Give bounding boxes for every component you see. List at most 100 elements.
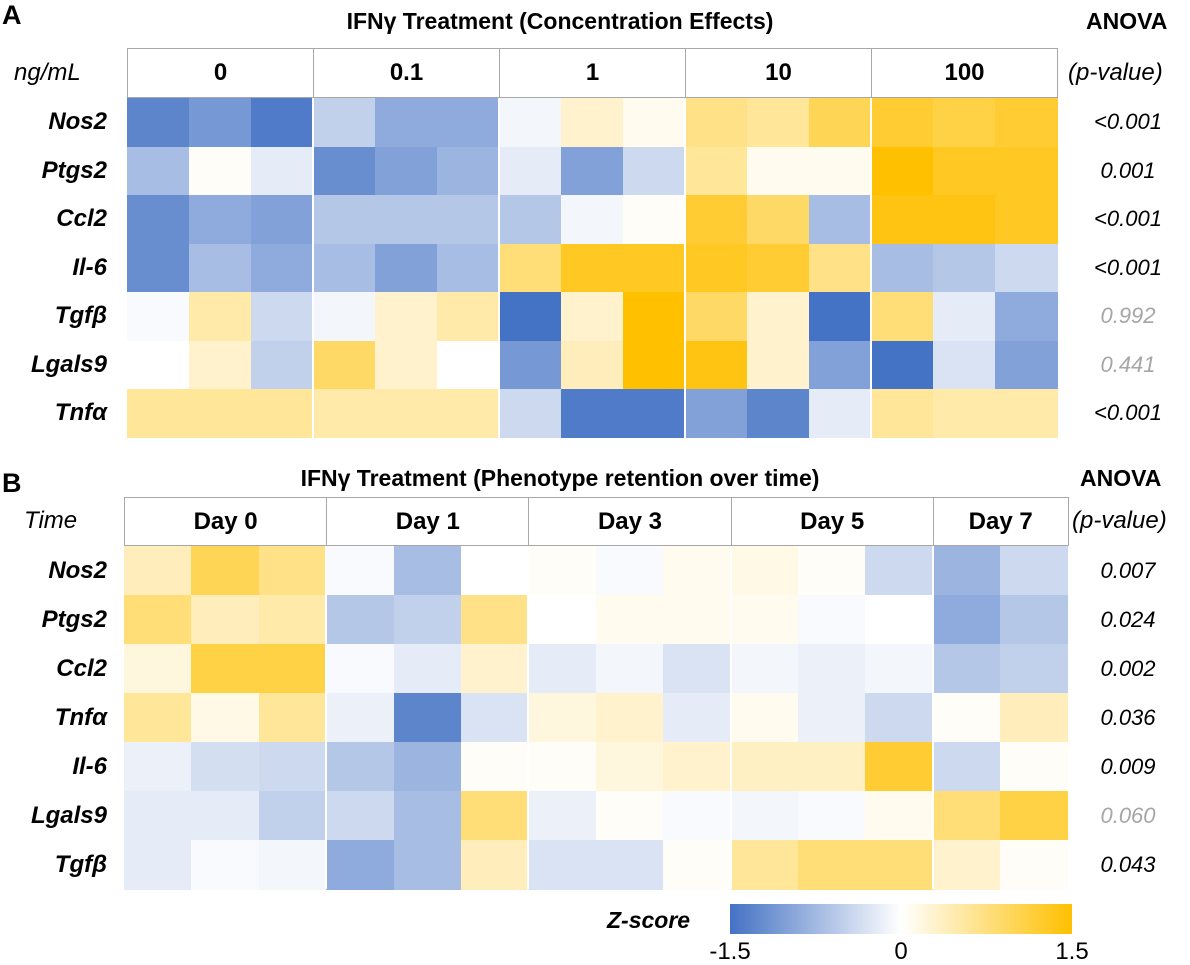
panel-a-heatmap-cell bbox=[375, 195, 438, 245]
panel-b-heatmap-cell bbox=[865, 595, 934, 645]
panel-b-heatmap-cell bbox=[730, 644, 799, 694]
panel-a-heatmap-cell bbox=[313, 389, 376, 439]
panel-b-heatmap-cell bbox=[124, 693, 192, 743]
panel-a-heatmap-cell bbox=[561, 98, 624, 148]
panel-a-heatmap-cell bbox=[685, 243, 748, 293]
panel-a-heatmap-cell bbox=[375, 389, 438, 439]
panel-b-heatmap-cell bbox=[663, 742, 732, 792]
panel-b-heatmap-cell bbox=[258, 595, 327, 645]
panel-a-heatmap-cell bbox=[871, 98, 934, 148]
panel-a-heatmap-cell bbox=[127, 340, 190, 390]
panel-b-heatmap-cell bbox=[191, 791, 260, 841]
panel-a-heatmap-cell bbox=[871, 389, 934, 439]
panel-a-heatmap-cell bbox=[995, 146, 1058, 196]
panel-a-heatmap-cell bbox=[499, 340, 562, 390]
panel-b-pvalue: 0.043 bbox=[1100, 851, 1156, 877]
panel-a-heatmap-cell bbox=[871, 340, 934, 390]
panel-b-heatmap-cell bbox=[1000, 693, 1069, 743]
panel-b-heatmap-cell bbox=[932, 546, 1001, 596]
panel-b-heatmap-cell bbox=[461, 546, 529, 596]
panel-b-gene-label: Ccl2 bbox=[56, 654, 107, 682]
panel-b-pvalue: 0.036 bbox=[1100, 704, 1156, 730]
panel-a-heatmap-cell bbox=[747, 195, 810, 245]
panel-a-heatmap-cell bbox=[685, 389, 748, 439]
panel-a-heatmap-cell bbox=[747, 389, 810, 439]
panel-b-heatmap-cell bbox=[326, 791, 395, 841]
panel-a-pvalue: <0.001 bbox=[1094, 254, 1162, 280]
panel-a-heatmap-cell bbox=[127, 292, 190, 342]
panel-a-heatmap-cell bbox=[127, 195, 190, 245]
panel-b-heatmap-cell bbox=[326, 644, 395, 694]
panel-b-gene-label: Nos2 bbox=[48, 556, 107, 584]
panel-a-group-divider bbox=[684, 98, 686, 438]
panel-a-heatmap-cell bbox=[313, 195, 376, 245]
panel-a-heatmap-cell bbox=[809, 98, 872, 148]
panel-b-heatmap-cell bbox=[663, 791, 732, 841]
panel-b-gene-label: Lgals9 bbox=[30, 801, 107, 829]
colorbar-label: Z-score bbox=[607, 907, 691, 933]
panel-a-letter: A bbox=[2, 0, 22, 30]
panel-b-group-header: Day 5 bbox=[730, 497, 934, 546]
panel-a-heatmap-cell bbox=[995, 195, 1058, 245]
panel-a-heatmap-cell bbox=[313, 340, 376, 390]
panel-b-heatmap-cell bbox=[798, 840, 866, 890]
panel-b-anova-label: ANOVA bbox=[1080, 465, 1162, 491]
panel-b-group-divider bbox=[931, 546, 934, 889]
panel-a-heatmap-cell bbox=[499, 98, 562, 148]
panel-a-gene-label: Ptgs2 bbox=[41, 156, 107, 184]
panel-b-heatmap-cell bbox=[124, 840, 192, 890]
panel-a-group-header: 100 bbox=[871, 48, 1058, 98]
panel-b-heatmap-cell bbox=[865, 546, 934, 596]
panel-b-heatmap-cell bbox=[461, 595, 529, 645]
panel-b-title: IFNγ Treatment (Phenotype retention over… bbox=[300, 465, 820, 491]
panel-b-heatmap-cell bbox=[932, 595, 1001, 645]
panel-b-gene-label: Il-6 bbox=[72, 752, 107, 780]
panel-a-heatmap-cell bbox=[189, 340, 252, 390]
panel-b-heatmap-cell bbox=[258, 546, 327, 596]
panel-b-heatmap-cell bbox=[393, 742, 462, 792]
panel-b-heatmap-cell bbox=[393, 840, 462, 890]
panel-b-heatmap-cell bbox=[326, 742, 395, 792]
panel-a-heatmap-cell bbox=[189, 98, 252, 148]
panel-b-heatmap-cell bbox=[865, 693, 934, 743]
panel-a-heatmap-cell bbox=[313, 146, 376, 196]
panel-a-heatmap-cell bbox=[933, 195, 996, 245]
panel-b-heatmap-cell bbox=[258, 791, 327, 841]
panel-b-heatmap-cell bbox=[932, 644, 1001, 694]
panel-a-heatmap-cell bbox=[933, 243, 996, 293]
panel-a-pvalue: 0.992 bbox=[1100, 303, 1156, 329]
panel-a-gene-label: Lgals9 bbox=[30, 350, 107, 378]
panel-a-pvalue: <0.001 bbox=[1094, 400, 1162, 426]
panel-b-heatmap-cell bbox=[191, 840, 260, 890]
panel-a-heatmap-cell bbox=[995, 98, 1058, 148]
panel-a-heatmap-cell bbox=[561, 292, 624, 342]
panel-a-heatmap-cell bbox=[375, 146, 438, 196]
panel-a-heatmap-cell bbox=[809, 146, 872, 196]
panel-a-heatmap-cell bbox=[127, 146, 190, 196]
panel-a-heatmap-cell bbox=[251, 243, 314, 293]
panel-a-heatmap-cell bbox=[437, 195, 500, 245]
panel-a-group-header: 10 bbox=[685, 48, 872, 98]
panel-a-pvalue-header: (p-value) bbox=[1068, 59, 1163, 86]
panel-a-pvalue: <0.001 bbox=[1094, 109, 1162, 135]
panel-a-heatmap-cell bbox=[127, 98, 190, 148]
panel-a-heatmap-cell bbox=[809, 389, 872, 439]
panel-b-heatmap-cell bbox=[1000, 644, 1069, 694]
panel-b-heatmap-cell bbox=[798, 546, 866, 596]
panel-b-heatmap-cell bbox=[124, 644, 192, 694]
panel-b-heatmap-cell bbox=[663, 595, 732, 645]
panel-b-group-divider bbox=[527, 546, 530, 889]
panel-b-heatmap-cell bbox=[326, 693, 395, 743]
panel-a-heatmap-cell bbox=[499, 243, 562, 293]
panel-a-heatmap-cell bbox=[995, 389, 1058, 439]
panel-a-title: IFNγ Treatment (Concentration Effects) bbox=[346, 8, 774, 34]
panel-a-heatmap-cell bbox=[251, 340, 314, 390]
panel-b-axis-label: Time bbox=[24, 507, 78, 534]
panel-a-heatmap-cell bbox=[251, 98, 314, 148]
panel-b-heatmap-cell bbox=[865, 791, 934, 841]
panel-a-group-divider bbox=[312, 98, 314, 438]
panel-a-heatmap-cell bbox=[871, 146, 934, 196]
panel-a-group-header: 1 bbox=[499, 48, 686, 98]
panel-a-heatmap-cell bbox=[747, 98, 810, 148]
panel-b-group-divider bbox=[325, 546, 328, 889]
